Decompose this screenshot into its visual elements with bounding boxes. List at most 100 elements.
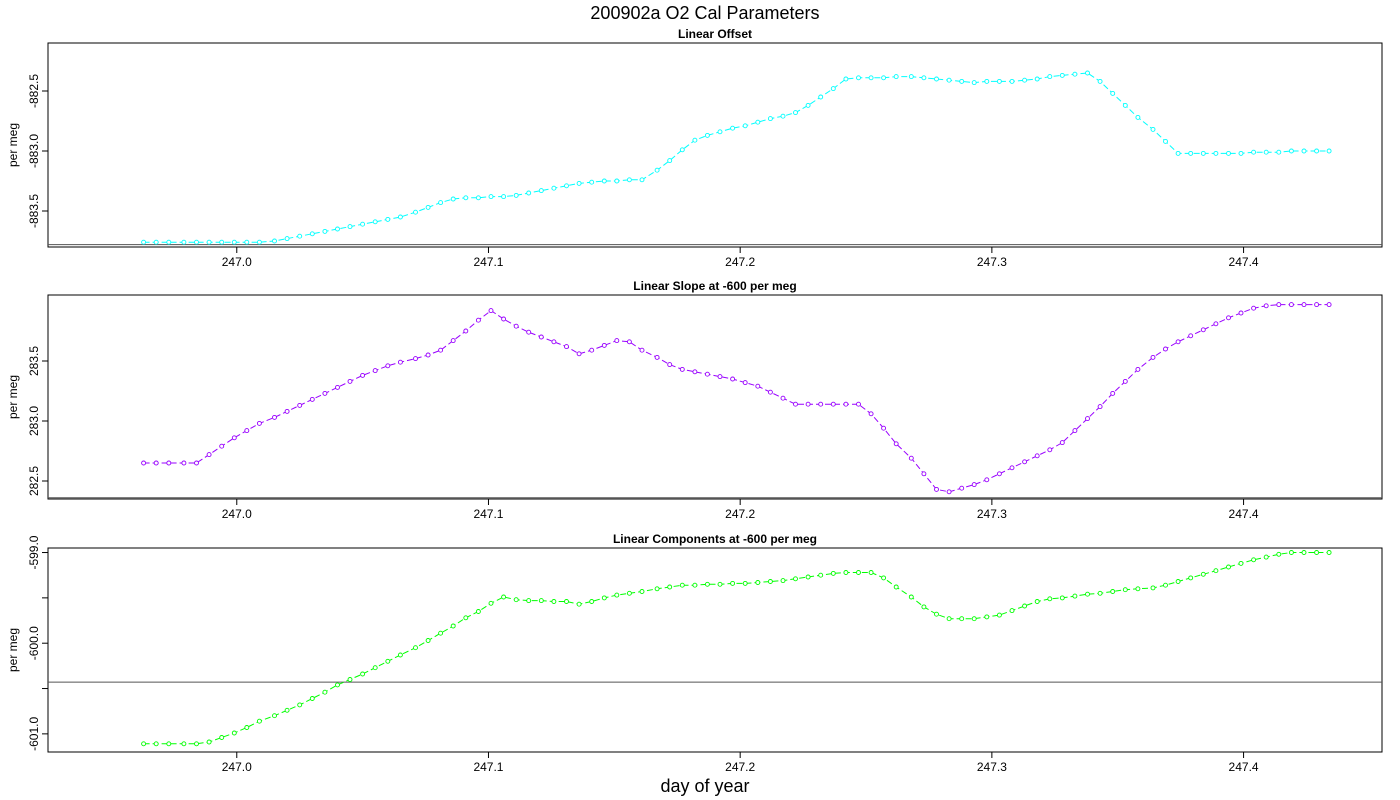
linear-slope-data-point <box>639 347 645 353</box>
linear-components-data-point <box>1085 591 1090 597</box>
linear-slope-data-point <box>1251 305 1257 311</box>
linear-offset-data-point <box>475 195 481 201</box>
linear-offset-data-point <box>730 125 736 131</box>
linear-components-data-point <box>347 677 353 682</box>
linear-offset-data-point <box>181 239 187 245</box>
linear-components-data-point <box>194 741 199 747</box>
linear-components-data-point <box>438 630 444 636</box>
linear-slope-data-point <box>475 317 481 323</box>
linear-components-data-point <box>1276 551 1282 557</box>
linear-offset-data-point <box>1009 78 1015 84</box>
linear-offset-data-point <box>1238 150 1244 156</box>
linear-components-data-point <box>1251 557 1257 563</box>
linear-offset-data-point <box>231 239 237 245</box>
linear-slope-data-point <box>1072 428 1078 434</box>
linear-offset-data-point <box>141 239 147 245</box>
linear-offset-data-point <box>830 86 836 92</box>
linear-offset-data-point <box>413 209 418 215</box>
linear-slope-data-point <box>360 372 366 378</box>
linear-components-data-point <box>1226 564 1231 570</box>
linear-slope-data-point <box>244 428 250 434</box>
linear-offset-data-point <box>984 78 990 84</box>
linear-offset-data-point <box>614 178 620 184</box>
figure-title: 200902a O2 Cal Parameters <box>590 3 819 23</box>
linear-slope-data-point <box>1276 302 1282 308</box>
linear-slope-data-point <box>153 460 159 466</box>
linear-offset-data-point <box>679 147 685 153</box>
linear-slope-data-point <box>654 354 660 360</box>
linear-components-data-point <box>231 730 237 736</box>
linear-slope-data-point <box>818 401 824 407</box>
linear-slope-data-point <box>413 356 418 362</box>
linear-offset-data-point <box>1301 148 1307 154</box>
linear-components-data-point <box>893 584 899 590</box>
linear-offset-data-point <box>908 74 914 80</box>
linear-components-data-point <box>297 702 303 708</box>
linear-slope-panel: Linear Slope at -600 per meg 247.0 247.1 24… <box>6 279 1383 521</box>
linear-slope-data-point <box>755 383 761 389</box>
linear-components-y-tick-label: -600.0 <box>27 626 41 660</box>
linear-offset-data-point <box>551 185 557 191</box>
linear-components-x-tick-label: 247.2 <box>725 760 755 774</box>
linear-slope-data-point <box>1022 459 1028 465</box>
linear-components-data-point <box>219 735 225 740</box>
linear-components-data-point <box>780 578 786 584</box>
linear-slope-data-point <box>1163 346 1168 352</box>
linear-slope-y-axis-label: per meg <box>6 375 20 419</box>
linear-components-data-point <box>755 580 761 585</box>
linear-components-data-point <box>372 665 378 671</box>
linear-components-data-point <box>501 594 507 600</box>
linear-offset-data-point <box>488 194 494 200</box>
linear-offset-data-point <box>244 239 250 245</box>
linear-slope-x-tick-label: 247.4 <box>1229 507 1259 521</box>
linear-offset-data-point <box>1213 150 1219 156</box>
linear-components-data-point <box>730 580 736 586</box>
linear-components-x-tick-label: 247.4 <box>1229 760 1259 774</box>
linear-offset-data-point <box>385 216 391 222</box>
linear-slope-data-point <box>1122 378 1128 384</box>
linear-offset-data-point <box>868 75 874 81</box>
linear-slope-data-point <box>1009 465 1015 471</box>
linear-components-data-point <box>946 616 952 622</box>
linear-components-data-point <box>322 689 328 695</box>
linear-components-data-point <box>959 616 965 622</box>
linear-offset-title: Linear Offset <box>678 27 752 41</box>
linear-offset-data-point <box>893 74 899 80</box>
linear-slope-data-point <box>692 369 698 375</box>
linear-offset-data-point <box>934 76 939 82</box>
linear-slope-data-point <box>438 347 444 353</box>
linear-slope-data-point <box>1150 354 1156 360</box>
linear-components-data-point <box>244 725 250 730</box>
linear-offset-data-point <box>1188 150 1194 156</box>
linear-slope-data-point <box>1288 302 1294 308</box>
linear-components-data-point <box>1163 582 1168 588</box>
linear-slope-data-point <box>1034 453 1040 459</box>
linear-components-data-point <box>868 570 874 575</box>
linear-slope-data-point <box>996 471 1002 477</box>
linear-offset-x-tick-label: 247.4 <box>1229 255 1259 269</box>
linear-slope-x-tick-label: 247.3 <box>977 507 1007 521</box>
linear-components-data-point <box>413 645 418 651</box>
linear-offset-data-point <box>564 183 569 189</box>
linear-slope-data-point <box>1188 333 1194 339</box>
linear-slope-data-point <box>141 460 147 466</box>
linear-slope-data-point <box>425 352 431 358</box>
linear-components-data-point <box>996 612 1002 618</box>
linear-slope-data-point <box>946 489 952 495</box>
linear-offset-y-tick-label: -883.0 <box>27 134 41 168</box>
linear-offset-data-point <box>921 75 927 81</box>
linear-slope-data-point <box>385 363 391 369</box>
linear-components-data-point <box>1097 590 1103 596</box>
linear-components-series-line <box>143 552 1330 745</box>
linear-components-data-point <box>1314 550 1320 555</box>
linear-components-data-point <box>1072 593 1078 599</box>
linear-slope-data-point <box>551 339 557 345</box>
linear-components-data-point <box>475 609 481 614</box>
linear-components-x-tick-label: 247.1 <box>473 760 503 774</box>
linear-components-data-point <box>767 579 773 584</box>
linear-slope-data-point <box>1135 366 1141 372</box>
linear-slope-x-tick-label: 247.0 <box>222 507 252 521</box>
linear-slope-data-point <box>1301 302 1307 308</box>
linear-slope-data-point <box>856 401 861 407</box>
